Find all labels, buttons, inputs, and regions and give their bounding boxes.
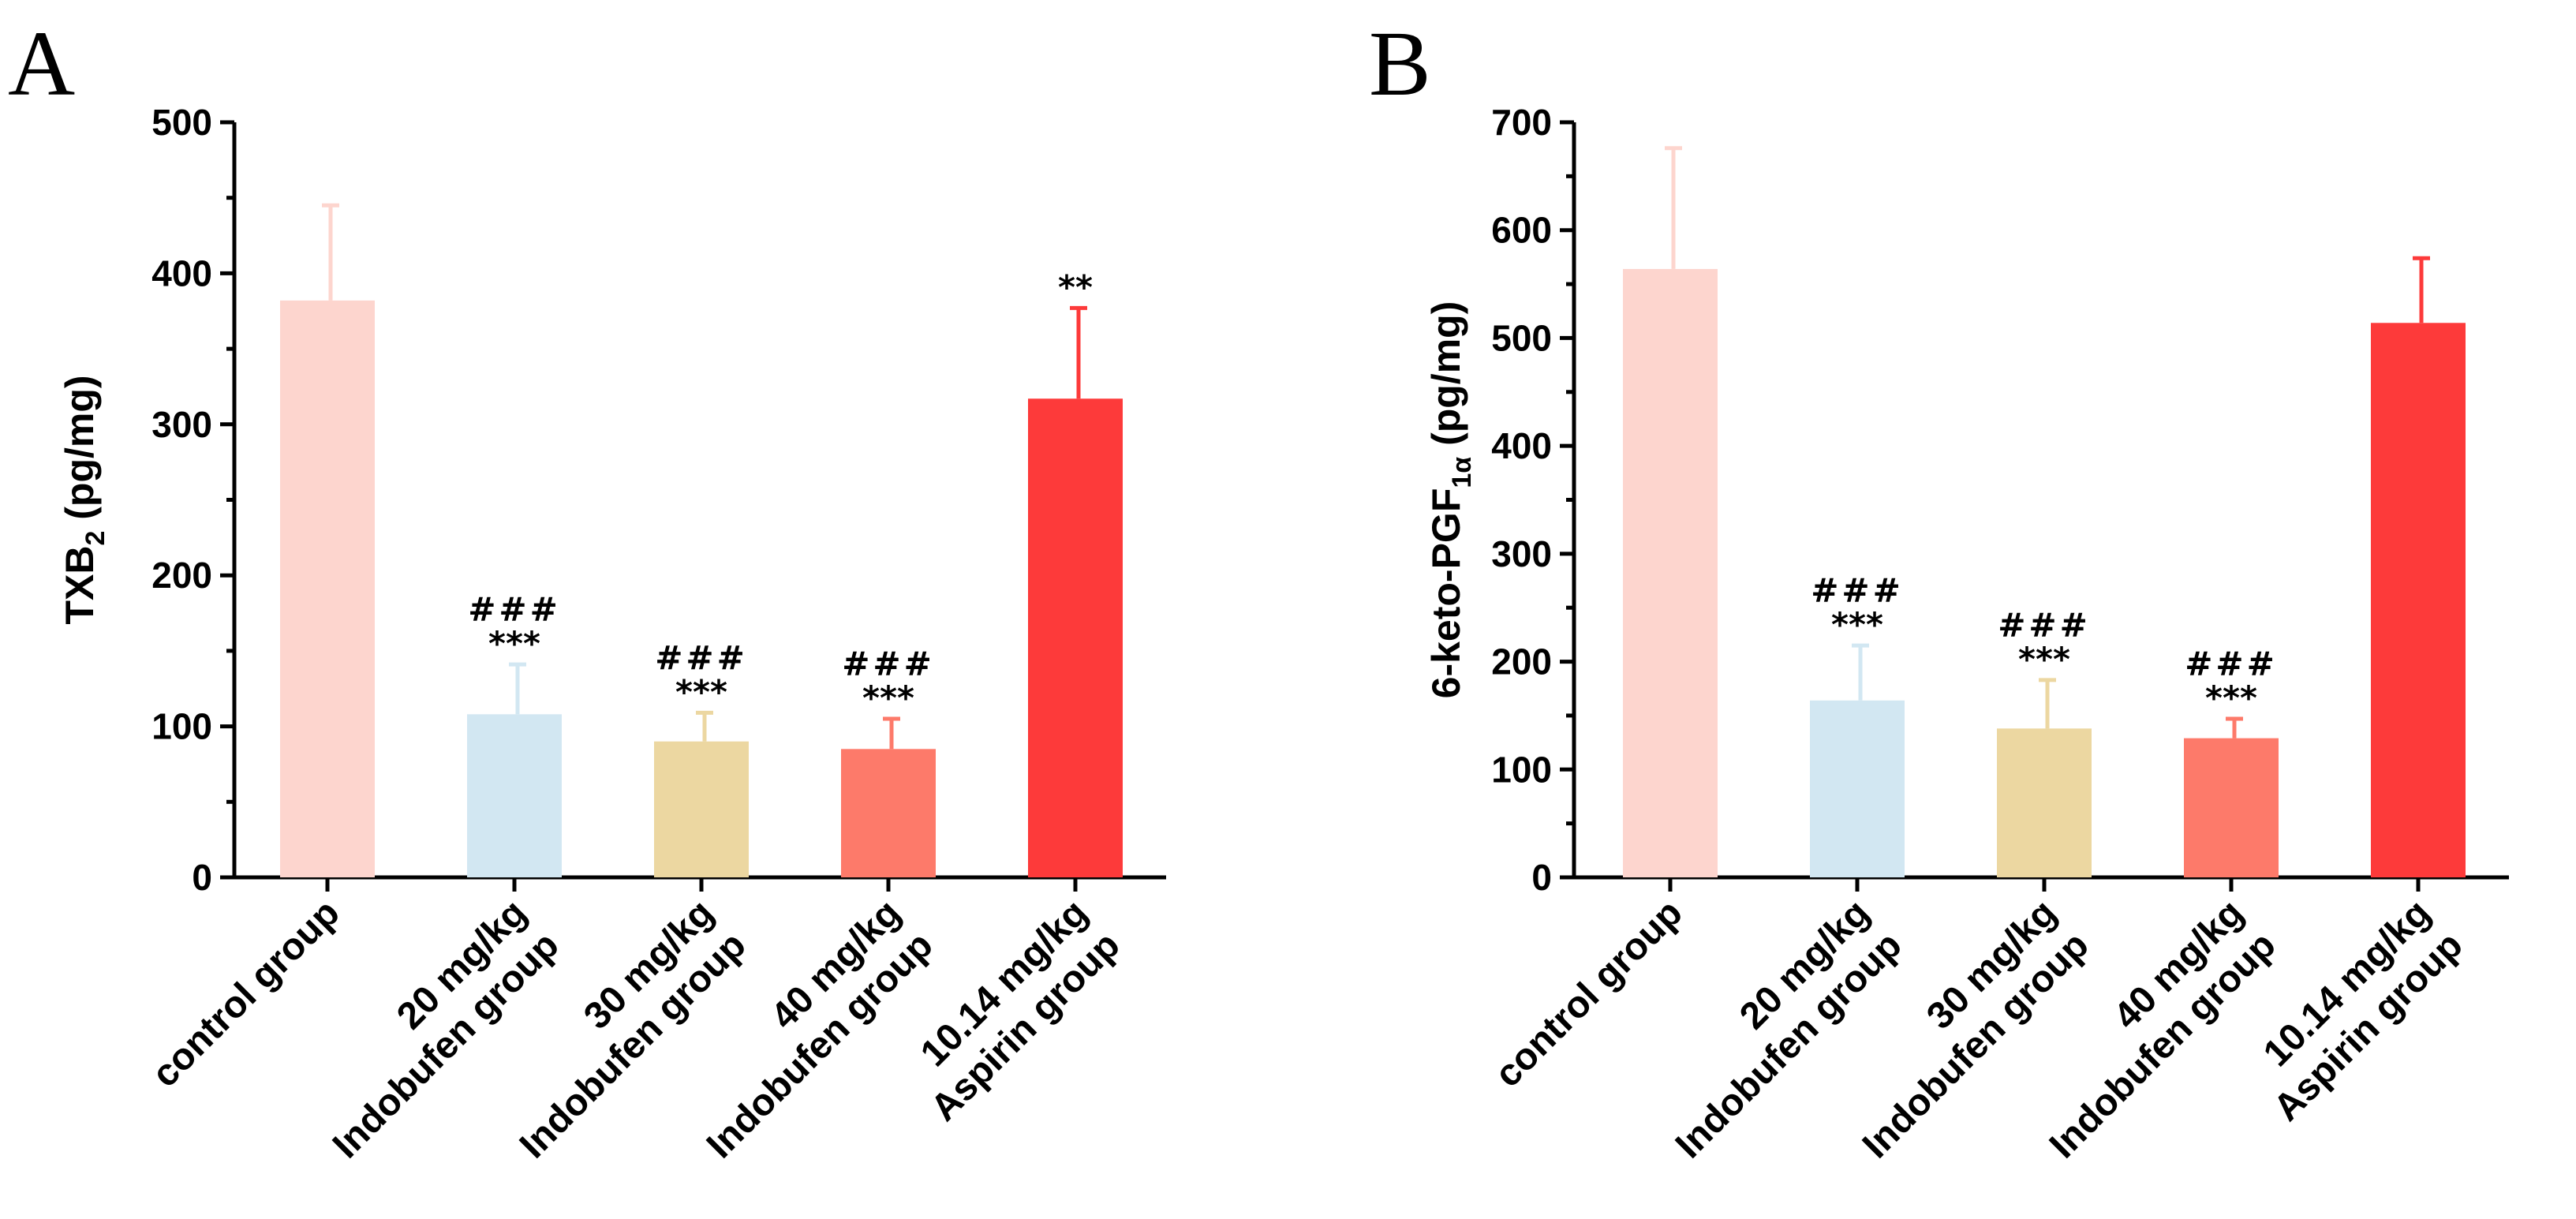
bar	[2184, 738, 2279, 877]
y-axis-label: 6-keto-PGF1α (pg/mg)	[1424, 301, 1477, 699]
y-tick-label: 100	[151, 706, 212, 747]
significance-hash: ###	[468, 590, 561, 629]
bar	[280, 300, 375, 877]
bar	[1028, 398, 1123, 878]
significance-star: ***	[2018, 640, 2070, 679]
panel-letter: A	[8, 12, 75, 115]
y-tick-label: 300	[151, 404, 212, 445]
significance-hash: ###	[1998, 606, 2091, 645]
x-category-label: 10.14 mg/kgAspirin group	[891, 892, 1128, 1129]
y-tick-label: 0	[192, 857, 212, 898]
x-category-label: control group	[1487, 892, 1691, 1095]
y-axis-label: TXB2 (pg/mg)	[58, 375, 110, 624]
significance-hash: ###	[1811, 571, 1904, 610]
bar	[2371, 323, 2466, 877]
bar	[654, 741, 749, 877]
chart-panel-A: A 0 100 200 300 400 500 TXB2 (pg/mg) control gro…	[8, 12, 1166, 1166]
significance-star: ***	[488, 624, 540, 663]
y-tick-label: 200	[1491, 641, 1552, 682]
y-tick-label: 500	[1491, 317, 1552, 358]
y-tick-label: 0	[1531, 857, 1552, 898]
significance-hash: ###	[655, 638, 748, 677]
significance-star: ***	[2205, 679, 2257, 717]
significance-star: **	[1058, 267, 1093, 306]
y-tick-label: 500	[151, 102, 212, 143]
x-category-label: control group	[144, 892, 348, 1095]
significance-star: ***	[1831, 605, 1883, 644]
y-tick-label: 700	[1491, 102, 1552, 143]
bar	[841, 749, 936, 877]
y-tick-label: 600	[1491, 210, 1552, 251]
panel-letter: B	[1369, 12, 1431, 115]
significance-star: ***	[862, 679, 914, 717]
y-tick-label: 100	[1491, 749, 1552, 790]
chart-panel-B: B 0 100 200 300 400 500 600 700 6-keto-PGF1α (pg/…	[1369, 12, 2509, 1166]
significance-hash: ###	[842, 645, 935, 683]
y-tick-label: 400	[1491, 425, 1552, 466]
y-tick-label: 400	[151, 252, 212, 294]
bar	[1810, 700, 1905, 877]
significance-hash: ###	[2185, 645, 2278, 683]
x-category-label: 10.14 mg/kgAspirin group	[2234, 892, 2471, 1129]
bar	[1623, 268, 1718, 878]
bar	[467, 714, 562, 877]
bar	[1997, 728, 2092, 877]
significance-star: ***	[675, 672, 727, 711]
y-tick-label: 300	[1491, 533, 1552, 574]
y-tick-label: 200	[151, 555, 212, 596]
